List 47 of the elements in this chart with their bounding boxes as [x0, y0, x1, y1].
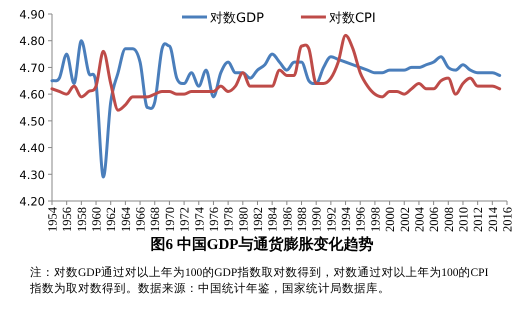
x-tick-label: 1972 — [178, 207, 192, 232]
x-tick-label: 1996 — [354, 207, 368, 232]
x-tick-label: 2002 — [398, 207, 412, 232]
x-tick-label: 1968 — [148, 207, 162, 232]
x-tick-label: 1956 — [60, 207, 74, 232]
x-tick-label: 1964 — [118, 206, 133, 232]
x-tick-label: 1980 — [236, 207, 250, 232]
x-tick-label: 2014 — [486, 206, 500, 232]
legend-label: 对数GDP — [210, 11, 264, 26]
text: 指数为取对数得到。数据来源：中国统计年鉴，国家统计局数据库。 — [29, 281, 390, 295]
x-tick-label: 1976 — [206, 207, 221, 232]
text: 图6 中国GDP与通货膨胀变化趋势 — [150, 235, 374, 253]
y-tick-label: 4.90 — [19, 8, 45, 22]
y-tick-label: 4.30 — [19, 168, 45, 182]
x-tick-label: 1974 — [192, 206, 206, 232]
x-tick-label: 1958 — [74, 207, 89, 232]
x-tick-label: 1992 — [324, 207, 338, 232]
x-tick-label: 1990 — [310, 207, 324, 232]
line-series — [50, 39, 502, 178]
x-tick-label: 1988 — [295, 207, 310, 232]
x-tick-label: 1954 — [46, 206, 60, 232]
x-tick-label: 1966 — [134, 207, 148, 232]
y-tick-label: 4.60 — [19, 88, 45, 102]
y-tick-label: 4.40 — [19, 141, 45, 156]
legend-label: 对数CPI — [328, 11, 376, 26]
x-tick-label: 1982 — [250, 207, 265, 232]
y-tick-label: 4.70 — [19, 60, 45, 75]
text: 注：对数GDP通过对以上年为100的GDP指数取对数得到，对数通过对以上年为100的CPI — [30, 265, 489, 279]
x-tick-label: 1994 — [339, 206, 354, 232]
x-tick-label: 2010 — [456, 207, 470, 232]
x-tick-label: 1986 — [280, 207, 294, 232]
x-tick-label: 2008 — [442, 207, 456, 232]
y-tick-label: 4.20 — [19, 194, 45, 208]
x-tick-label: 1998 — [368, 207, 382, 232]
x-tick-label: 2004 — [412, 206, 426, 232]
x-tick-label: 2012 — [471, 207, 486, 232]
x-tick-label: 2006 — [427, 207, 442, 232]
y-tick-label: 4.80 — [19, 34, 45, 48]
line-series — [50, 34, 502, 112]
x-tick-label: 1962 — [104, 207, 118, 232]
y-tick-label: 4.50 — [19, 114, 45, 128]
x-tick-label: 1978 — [222, 207, 236, 232]
x-tick-label: 1960 — [90, 207, 104, 232]
x-tick-label: 2000 — [383, 207, 398, 232]
x-tick-label: 2016 — [500, 207, 514, 232]
x-tick-label: 1984 — [266, 206, 280, 232]
x-tick-label: 1970 — [162, 207, 177, 232]
